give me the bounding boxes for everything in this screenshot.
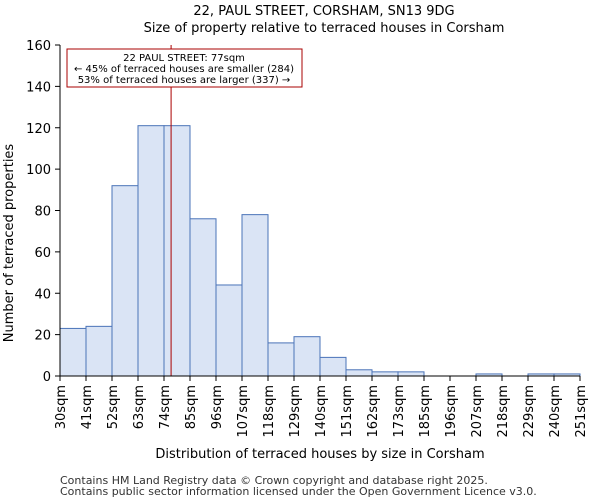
x-tick-label: 96sqm xyxy=(210,385,225,429)
x-tick-label: 218sqm xyxy=(496,385,511,438)
y-tick-label: 100 xyxy=(26,163,51,178)
x-tick-label: 129sqm xyxy=(288,385,303,438)
bar-118sqm xyxy=(267,342,295,377)
chart-title: 22, PAUL STREET, CORSHAM, SN13 9DG xyxy=(193,4,454,19)
bar-85sqm xyxy=(189,218,217,377)
bar-74sqm xyxy=(163,125,191,377)
y-tick-label: 0 xyxy=(43,370,51,385)
annotation-frame xyxy=(66,48,303,88)
x-tick-label: 251sqm xyxy=(574,385,589,438)
y-tick-label: 40 xyxy=(34,287,51,302)
x-tick-label: 63sqm xyxy=(132,385,147,429)
annotation-box: 22 PAUL STREET: 77sqm ← 45% of terraced … xyxy=(66,48,303,88)
x-tick-label: 162sqm xyxy=(366,385,381,438)
x-tick-label: 207sqm xyxy=(470,385,485,438)
x-tick-label: 173sqm xyxy=(392,385,407,438)
annotation-line-3: 53% of terraced houses are larger (337) … xyxy=(78,75,291,86)
y-axis-ticks: 0 20 40 60 80 100 120 140 160 xyxy=(26,39,60,385)
x-tick-label: 107sqm xyxy=(236,385,251,438)
footer-line-1: Contains HM Land Registry data © Crown c… xyxy=(60,474,488,487)
bar-52sqm xyxy=(111,185,139,377)
bar-173sqm xyxy=(397,371,425,377)
x-axis-ticks: 30sqm 41sqm 52sqm 63sqm 74sqm 85sqm 96sqm 107sq… xyxy=(54,376,589,438)
x-tick-label: 30sqm xyxy=(54,385,69,429)
annotation-line-1: 22 PAUL STREET: 77sqm xyxy=(123,53,245,64)
y-tick-label: 60 xyxy=(34,246,51,261)
y-tick-label: 80 xyxy=(34,205,51,220)
y-tick-label: 20 xyxy=(34,329,51,344)
x-tick-label: 74sqm xyxy=(158,385,173,429)
footer-line-2: Contains public sector information licen… xyxy=(60,485,537,498)
x-tick-label: 151sqm xyxy=(340,385,355,438)
x-tick-label: 118sqm xyxy=(262,385,277,438)
bar-96sqm xyxy=(215,284,243,377)
x-tick-label: 185sqm xyxy=(418,385,433,438)
y-tick-label: 160 xyxy=(26,39,51,54)
annotation-line-2: ← 45% of terraced houses are smaller (28… xyxy=(74,64,294,75)
bar-41sqm xyxy=(85,325,113,377)
y-tick-label: 120 xyxy=(26,122,51,137)
bar-63sqm xyxy=(137,125,165,377)
bars-group xyxy=(59,125,581,377)
x-tick-label: 41sqm xyxy=(80,385,95,429)
bar-30sqm xyxy=(59,327,87,377)
x-axis-label: Distribution of terraced houses by size … xyxy=(155,447,484,462)
bar-107sqm xyxy=(241,214,269,377)
x-tick-label: 52sqm xyxy=(106,385,121,429)
y-tick-label: 140 xyxy=(26,80,51,95)
bar-151sqm xyxy=(345,369,373,377)
x-tick-label: 85sqm xyxy=(184,385,199,429)
x-tick-label: 196sqm xyxy=(444,385,459,438)
bar-129sqm xyxy=(293,336,321,377)
chart-subtitle: Size of property relative to terraced ho… xyxy=(144,21,505,36)
x-tick-label: 240sqm xyxy=(548,385,563,438)
bar-140sqm xyxy=(319,356,347,377)
x-tick-label: 140sqm xyxy=(314,385,329,438)
bar-162sqm xyxy=(371,371,399,377)
x-tick-label: 229sqm xyxy=(522,385,537,438)
y-axis-label: Number of terraced properties xyxy=(2,144,17,343)
